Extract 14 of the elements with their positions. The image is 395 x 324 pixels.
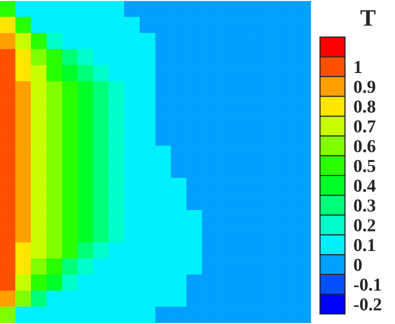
- color-bar-label: 0.7: [354, 120, 376, 133]
- color-bar-label: 0.6: [354, 140, 376, 152]
- color-bar-label: 0.4: [354, 180, 376, 192]
- color-bar-label: 0.2: [354, 219, 376, 232]
- color-bar-label: 0.9: [354, 80, 376, 93]
- color-bar-label: 0.5: [354, 160, 376, 172]
- color-bar-label: -0.2: [354, 298, 382, 311]
- color-bar-label: 0.3: [354, 199, 376, 212]
- color-bar-label: 0: [354, 258, 362, 271]
- color-bar-title: T: [360, 10, 376, 26]
- color-bar-label: 0.1: [354, 239, 375, 252]
- color-bar-label: 0.8: [354, 100, 376, 113]
- color-bar-label: -0.1: [354, 278, 381, 291]
- color-bar-label: 1: [354, 61, 362, 73]
